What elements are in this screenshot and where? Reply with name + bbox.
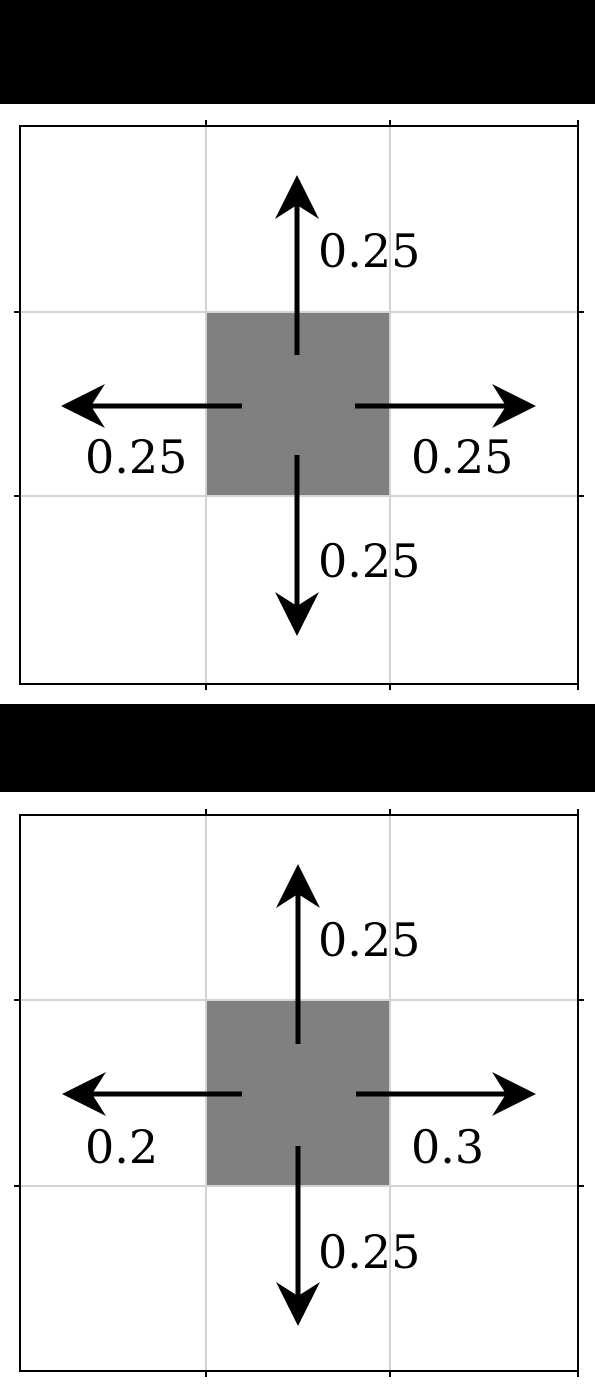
panel-1-banner: [0, 0, 595, 104]
panel-2-frame: [19, 814, 579, 1372]
panel-2-label-right: 0.3: [411, 1120, 484, 1174]
panel-2-banner: [0, 704, 595, 792]
panel-2-label-up: 0.25: [318, 913, 420, 967]
panel-1-ticks: [14, 120, 584, 690]
panel-1-label-right: 0.25: [411, 430, 513, 484]
panel-2-label-left: 0.2: [85, 1120, 158, 1174]
panel-1-frame: [19, 125, 579, 685]
panel-2: 0.25 0.2 0.3 0.25: [0, 704, 595, 1377]
panel-2-arrow-down: [276, 1146, 320, 1326]
panel-1-arrow-left: [61, 384, 242, 428]
panel-1: 0.25 0.25 0.25 0.25: [0, 0, 595, 690]
panel-2-arrow-up: [276, 864, 320, 1044]
panel-1-label-down: 0.25: [318, 534, 420, 588]
panel-1-label-up: 0.25: [318, 224, 420, 278]
panel-2-arrow-left: [62, 1072, 242, 1116]
panel-1-label-left: 0.25: [85, 430, 187, 484]
panel-2-arrow-right: [356, 1072, 536, 1116]
panel-2-label-down: 0.25: [318, 1225, 420, 1279]
panel-2-ticks: [14, 809, 584, 1377]
panel-1-arrow-down: [275, 455, 319, 636]
panel-1-arrow-up: [275, 175, 319, 355]
panel-1-arrow-right: [355, 384, 536, 428]
